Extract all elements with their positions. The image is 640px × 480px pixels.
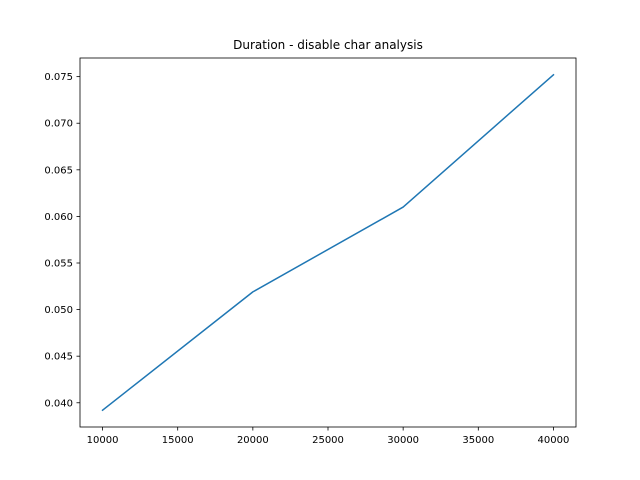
y-tick-label: 0.065 [44,165,73,176]
x-tick-label: 40000 [538,435,570,446]
plot-series [101,73,555,412]
y-tick-label: 0.060 [44,212,73,223]
x-tick-label: 25000 [312,435,344,446]
x-tick-label: 30000 [387,435,419,446]
x-axis: 10000 15000 20000 25000 30000 35000 40000 [87,427,570,446]
y-tick-label: 0.055 [44,259,73,270]
y-tick-label: 0.075 [44,72,73,83]
y-tick-label: 0.045 [44,352,73,363]
y-tick-label: 0.070 [44,119,73,130]
y-axis: 0.040 0.045 0.050 0.055 0.060 0.065 0.070 0.075 [44,72,80,409]
x-tick-label: 10000 [87,435,119,446]
chart-title: Duration - disable char analysis [233,38,423,52]
x-tick-label: 35000 [462,435,494,446]
x-tick-label: 20000 [237,435,269,446]
y-tick-label: 0.040 [44,398,73,409]
series-line [101,73,555,412]
x-tick-label: 15000 [162,435,194,446]
plot-frame [79,57,577,428]
y-tick-label: 0.050 [44,305,73,316]
